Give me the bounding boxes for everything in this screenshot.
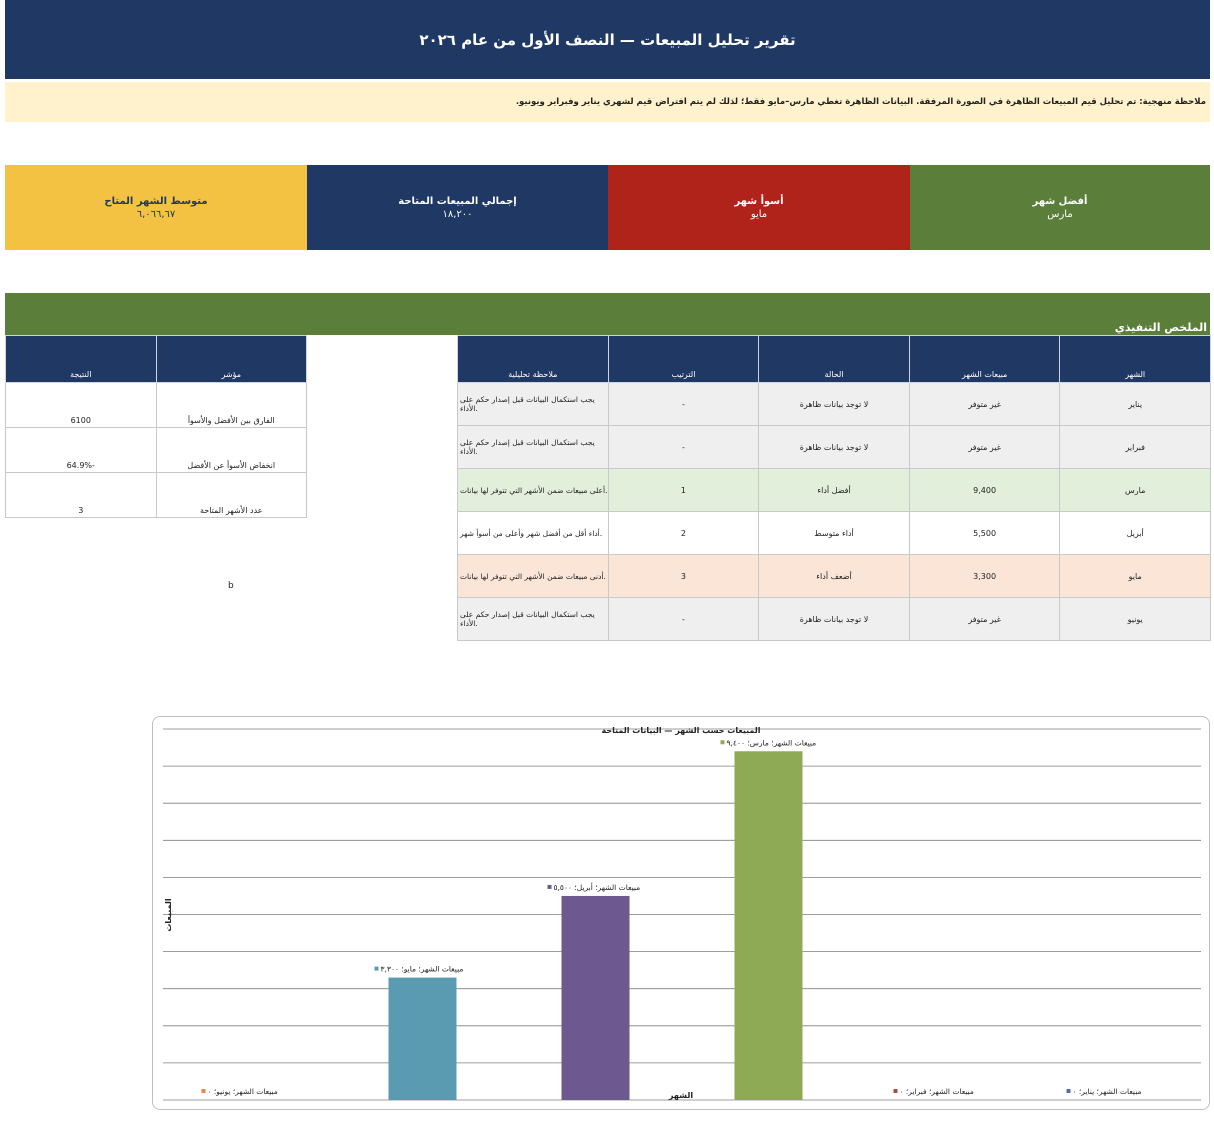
table-row: فبراير غير متوفر لا توجد بيانات ظاهرة - يجب …	[457, 425, 1211, 469]
kpi-value: ١٨,٢٠٠	[442, 208, 473, 220]
executive-summary-title: الملخص التنفيذي	[1114, 321, 1207, 334]
chart-data-label: مبيعات الشهر؛ مايو؛ ٣,٣٠٠	[381, 965, 464, 974]
report-title: تقرير تحليل المبيعات — النصف الأول من عا…	[419, 30, 796, 49]
table-row: يناير غير متوفر لا توجد بيانات ظاهرة - يجب ا…	[457, 382, 1211, 426]
monthly-sales-table: الشهر مبيعات الشهر الحالة الترتيب ملاحظة…	[457, 335, 1211, 641]
cell-status: لا توجد بيانات ظاهرة	[758, 425, 910, 469]
cell-note: أدنى مبيعات ضمن الأشهر التي تتوفر لها بي…	[457, 554, 609, 598]
kpi-label: متوسط الشهر المتاح	[104, 195, 208, 207]
chart-data-label: مبيعات الشهر؛ يناير؛ ٠	[1073, 1087, 1142, 1096]
cell-status: لا توجد بيانات ظاهرة	[758, 382, 910, 426]
cell-sales: 3,300	[908, 554, 1061, 598]
cell-result: -64.9%	[5, 427, 157, 473]
cell-month: فبراير	[1059, 425, 1211, 469]
table-row: عدد الأشهر المتاحة 3	[5, 472, 308, 518]
cell-indicator: انخفاض الأسوأ عن الأفضل	[155, 427, 308, 473]
column-header-indicator: مؤشر	[155, 335, 308, 383]
chart-bar	[734, 751, 803, 1100]
cell-sales: 9,400	[908, 468, 1061, 512]
cell-rank: 2	[607, 511, 760, 555]
chart-data-label-marker	[720, 740, 725, 745]
cell-result: 6100	[5, 382, 157, 428]
report-title-bar: تقرير تحليل المبيعات — النصف الأول من عا…	[5, 0, 1210, 79]
cell-note: يجب استكمال البيانات قبل إصدار حكم على ا…	[457, 597, 609, 641]
chart-bar	[561, 895, 630, 1100]
sales-chart-container: المبيعات حسب الشهر — البيانات المتاحة الم…	[152, 716, 1210, 1110]
cell-indicator: الفارق بين الأفضل والأسوأ	[155, 382, 308, 428]
kpi-value: ٦,٠٦٦,٦٧	[136, 208, 176, 220]
cell-month: مايو	[1059, 554, 1211, 598]
chart-y-axis-label: المبيعات	[164, 898, 173, 931]
chart-x-axis-label: الشهر	[668, 1091, 693, 1100]
cell-status: أفضل أداء	[758, 468, 910, 512]
chart-data-label-marker	[1066, 1089, 1071, 1093]
cell-status: لا توجد بيانات ظاهرة	[758, 597, 910, 641]
cell-month: أبريل	[1059, 511, 1211, 555]
cell-sales: غير متوفر	[908, 597, 1061, 641]
kpi-label: أفضل شهر	[1032, 195, 1088, 207]
cell-status: أضعف أداء	[758, 554, 910, 598]
table-row: الفارق بين الأفضل والأسوأ 6100	[5, 382, 308, 428]
cell-note: يجب استكمال البيانات قبل إصدار حكم على ا…	[457, 425, 609, 469]
kpi-best-month: أفضل شهر مارس	[910, 165, 1210, 250]
chart-data-label-marker	[547, 884, 552, 889]
cell-month: يناير	[1059, 382, 1211, 426]
chart-data-label-marker	[201, 1089, 206, 1093]
cell-month: يونيو	[1059, 597, 1211, 641]
cell-rank: -	[607, 425, 760, 469]
cell-month: مارس	[1059, 468, 1211, 512]
chart-data-label-marker	[893, 1089, 898, 1093]
column-header-status: الحالة	[758, 335, 910, 383]
chart-data-label: مبيعات الشهر؛ فبراير؛ ٠	[900, 1087, 974, 1096]
cell-sales: غير متوفر	[908, 382, 1061, 426]
column-header-sales: مبيعات الشهر	[908, 335, 1061, 383]
chart-data-label-marker	[374, 966, 379, 971]
column-header-rank: الترتيب	[607, 335, 760, 383]
executive-summary-bar: الملخص التنفيذي	[5, 293, 1210, 335]
methodology-note: ملاحظة منهجية: تم تحليل قيم المبيعات الظ…	[5, 82, 1210, 122]
table-row: يونيو غير متوفر لا توجد بيانات ظاهرة - يجب ا…	[457, 597, 1211, 641]
chart-bar	[388, 977, 457, 1100]
cell-rank: 1	[607, 468, 760, 512]
kpi-total-sales: إجمالي المبيعات المتاحة ١٨,٢٠٠	[307, 165, 608, 250]
kpi-worst-month: أسوأ شهر مايو	[608, 165, 910, 250]
kpi-value: مارس	[1047, 208, 1073, 220]
cell-status: أداء متوسط	[758, 511, 910, 555]
table-row: انخفاض الأسوأ عن الأفضل -64.9%	[5, 427, 308, 473]
cell-sales: غير متوفر	[908, 425, 1061, 469]
indicator-table: مؤشر النتيجة الفارق بين الأفضل والأسوأ 61…	[5, 335, 308, 518]
kpi-value: مايو	[750, 208, 768, 220]
kpi-average-month: متوسط الشهر المتاح ٦,٠٦٦,٦٧	[5, 165, 307, 250]
column-header-month: الشهر	[1059, 335, 1211, 383]
table-header-row: الشهر مبيعات الشهر الحالة الترتيب ملاحظة…	[457, 335, 1211, 383]
cell-note: أعلى مبيعات ضمن الأشهر التي تتوفر لها بي…	[457, 468, 609, 512]
cell-sales: 5,500	[908, 511, 1061, 555]
cell-rank: -	[607, 597, 760, 641]
cell-note: يجب استكمال البيانات قبل إصدار حكم على ا…	[457, 382, 609, 426]
table-row: أبريل 5,500 أداء متوسط 2 أداء أقل من أفضل شه…	[457, 511, 1211, 555]
table-header-row: مؤشر النتيجة	[5, 335, 308, 383]
cell-rank: -	[607, 382, 760, 426]
cell-result: 3	[5, 472, 157, 518]
column-header-result: النتيجة	[5, 335, 157, 383]
stray-text: b	[228, 581, 234, 591]
chart-title: المبيعات حسب الشهر — البيانات المتاحة	[602, 726, 761, 735]
sales-bar-chart: المبيعات حسب الشهر — البيانات المتاحة الم…	[163, 726, 1201, 1101]
cell-note: أداء أقل من أفضل شهر وأعلى من أسوأ شهر.	[457, 511, 609, 555]
table-row: مارس 9,400 أفضل أداء 1 أعلى مبيعات ضمن الأشه…	[457, 468, 1211, 512]
cell-indicator: عدد الأشهر المتاحة	[155, 472, 308, 518]
methodology-note-text: ملاحظة منهجية: تم تحليل قيم المبيعات الظ…	[515, 97, 1206, 107]
chart-data-label: مبيعات الشهر؛ مارس؛ ٩,٤٠٠	[727, 738, 817, 747]
chart-data-label: مبيعات الشهر؛ أبريل؛ ٥,٥٠٠	[554, 882, 641, 892]
table-row: مايو 3,300 أضعف أداء 3 أدنى مبيعات ضمن الأشه…	[457, 554, 1211, 598]
kpi-label: أسوأ شهر	[734, 195, 784, 207]
kpi-label: إجمالي المبيعات المتاحة	[398, 195, 517, 207]
cell-rank: 3	[607, 554, 760, 598]
column-header-note: ملاحظة تحليلية	[457, 335, 609, 383]
chart-data-label: مبيعات الشهر؛ يونيو؛ ٠	[208, 1087, 278, 1096]
